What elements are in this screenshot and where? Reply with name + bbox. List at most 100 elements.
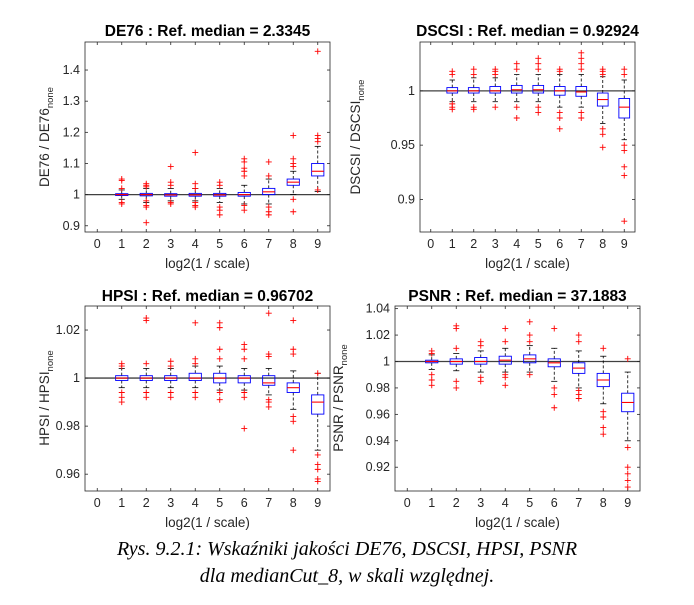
x-tick-label: 3 xyxy=(477,496,484,510)
x-axis-label: log2(1 / scale) xyxy=(165,256,250,271)
x-tick-label: 4 xyxy=(502,496,509,510)
axes-frame xyxy=(419,41,636,233)
x-tick-label: 1 xyxy=(118,496,125,510)
outlier-marker xyxy=(428,382,435,389)
outlier-marker xyxy=(216,355,223,362)
x-tick-label: 8 xyxy=(599,237,606,251)
outlier-marker xyxy=(621,142,628,149)
outlier-marker xyxy=(600,431,607,438)
outlier-marker xyxy=(290,132,297,139)
outlier-marker xyxy=(314,186,321,193)
figure-canvas: DE76 : Ref. median = 2.3345 0 1 2 3 4 5 6 7 8 90.… xyxy=(37,23,641,530)
outlier-marker xyxy=(167,163,174,170)
outlier-marker xyxy=(599,131,606,138)
outlier-marker xyxy=(578,60,585,67)
figure-caption-line1: Rys. 9.2.1: Wskaźniki jakości DE76, DSCS… xyxy=(116,538,578,560)
outlier-marker xyxy=(428,371,435,378)
outlier-marker xyxy=(192,319,199,326)
x-tick-label: 0 xyxy=(94,496,101,510)
x-tick-label: 3 xyxy=(492,237,499,251)
outlier-marker xyxy=(241,346,248,353)
outlier-marker xyxy=(502,325,509,332)
x-tick-label: 0 xyxy=(404,496,411,510)
outlier-marker xyxy=(216,204,223,211)
boxplot-4 xyxy=(510,60,523,121)
box xyxy=(489,86,502,94)
y-tick-label: 0.9 xyxy=(63,219,80,233)
y-axis-label: DSCSI / DSCSInone xyxy=(348,80,367,195)
boxplot-7 xyxy=(575,49,588,121)
y-axis-label-main: HPSI / HPSI xyxy=(37,371,52,445)
outlier-marker xyxy=(216,324,223,331)
boxplot-2 xyxy=(139,315,153,401)
outlier-marker xyxy=(624,470,631,477)
outlier-marker xyxy=(241,207,248,214)
outlier-marker xyxy=(216,346,223,353)
outlier-marker xyxy=(470,71,477,78)
y-axis-label-sub: none xyxy=(45,350,56,371)
outlier-marker xyxy=(477,378,484,385)
boxplot-9 xyxy=(618,66,631,225)
outlier-marker xyxy=(241,172,248,179)
boxplot-2 xyxy=(467,66,480,113)
panel-title: DSCSI : Ref. median = 0.92924 xyxy=(416,23,639,40)
outlier-marker xyxy=(216,389,223,396)
boxplot-2 xyxy=(139,180,153,226)
outlier-marker xyxy=(241,158,248,165)
outlier-marker xyxy=(192,185,199,192)
y-axis-label-sub: none xyxy=(339,344,350,365)
y-axis-label: DE76 / DE76none xyxy=(37,87,56,187)
outlier-marker xyxy=(556,68,563,75)
outlier-marker xyxy=(621,147,628,154)
boxplot-3 xyxy=(489,66,502,111)
boxplot-8 xyxy=(286,132,300,215)
outlier-marker xyxy=(526,338,533,345)
outlier-marker xyxy=(314,138,321,145)
outlier-marker xyxy=(453,384,460,391)
outlier-marker xyxy=(192,394,199,401)
box xyxy=(618,98,631,119)
x-tick-label: 6 xyxy=(556,237,563,251)
x-tick-label: 2 xyxy=(143,237,150,251)
boxplot-8 xyxy=(286,317,300,454)
outlier-marker xyxy=(118,399,125,406)
outlier-marker xyxy=(551,384,558,391)
x-tick-label: 5 xyxy=(216,496,223,510)
boxplot-1 xyxy=(115,360,129,406)
boxplot-7 xyxy=(262,158,276,218)
outlier-marker xyxy=(216,396,223,403)
x-tick-label: 7 xyxy=(575,496,582,510)
outlier-marker xyxy=(265,310,272,317)
outlier-marker xyxy=(143,197,150,204)
outlier-marker xyxy=(624,484,631,491)
x-tick-label: 4 xyxy=(192,237,199,251)
x-tick-label: 9 xyxy=(621,237,628,251)
outlier-marker xyxy=(449,106,456,113)
outlier-marker xyxy=(621,163,628,170)
y-tick-label: 1 xyxy=(383,355,390,369)
outlier-marker xyxy=(143,317,150,324)
outlier-marker xyxy=(314,478,321,485)
outlier-marker xyxy=(241,355,248,362)
outlier-marker xyxy=(453,345,460,352)
outlier-marker xyxy=(265,353,272,360)
boxplot-1 xyxy=(446,68,459,113)
outlier-marker xyxy=(535,66,542,73)
boxplot-6 xyxy=(553,66,566,132)
outlier-marker xyxy=(502,338,509,345)
outlier-marker xyxy=(314,370,321,377)
box xyxy=(474,357,488,365)
x-tick-label: 4 xyxy=(192,496,199,510)
x-tick-label: 2 xyxy=(143,496,150,510)
boxplot-9 xyxy=(311,48,325,193)
outlier-marker xyxy=(599,125,606,132)
outlier-marker xyxy=(600,414,607,420)
outlier-marker xyxy=(192,149,199,156)
outlier-marker xyxy=(535,55,542,62)
y-tick-label: 1 xyxy=(408,84,415,98)
y-tick-label: 1.02 xyxy=(56,323,80,337)
panel-title: HPSI : Ref. median = 0.96702 xyxy=(102,288,314,305)
panel-de76: DE76 : Ref. median = 2.3345 0 1 2 3 4 5 6 7 8 9 0.… xyxy=(37,23,331,271)
y-axis-label-main: DE76 / DE76 xyxy=(37,108,52,187)
outlier-marker xyxy=(600,345,607,352)
